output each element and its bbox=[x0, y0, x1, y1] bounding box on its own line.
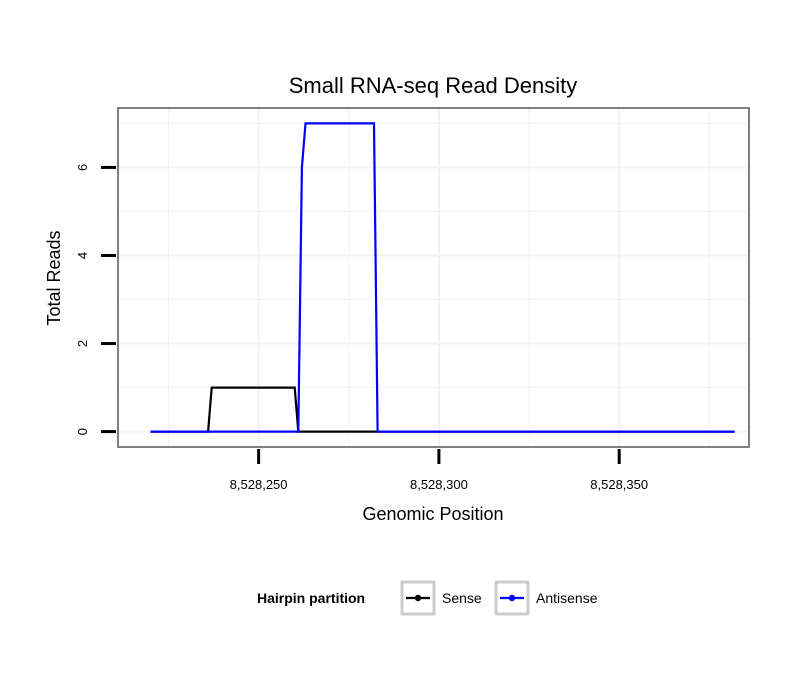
legend-label: Sense bbox=[442, 590, 482, 606]
y-axis-title: Total Reads bbox=[44, 230, 64, 325]
legend-key-point bbox=[508, 594, 516, 602]
chart-title: Small RNA-seq Read Density bbox=[289, 73, 578, 98]
x-axis-title: Genomic Position bbox=[362, 504, 503, 524]
series-line-antisense bbox=[150, 122, 735, 433]
legend-entry-antisense: Antisense bbox=[494, 580, 598, 616]
x-axis: 8,528,250 8,528,300 8,528,350 bbox=[230, 449, 648, 492]
legend: Hairpin partition Sense Antisense bbox=[257, 580, 598, 616]
y-tick-label: 0 bbox=[75, 428, 90, 435]
y-tick-label: 2 bbox=[75, 340, 90, 347]
legend-label: Antisense bbox=[536, 590, 598, 606]
plot-background bbox=[118, 108, 749, 447]
x-tick-label: 8,528,300 bbox=[410, 477, 468, 492]
series-layer bbox=[150, 122, 735, 433]
plot-border bbox=[117, 107, 750, 448]
legend-entry-sense: Sense bbox=[400, 580, 482, 616]
legend-title: Hairpin partition bbox=[257, 590, 365, 606]
x-tick-label: 8,528,350 bbox=[590, 477, 648, 492]
y-tick-label: 6 bbox=[75, 164, 90, 171]
legend-entries: Sense Antisense bbox=[400, 580, 598, 616]
y-axis: 0 2 4 6 bbox=[75, 164, 116, 435]
x-tick-label: 8,528,250 bbox=[230, 477, 288, 492]
legend-key-point bbox=[414, 594, 422, 602]
grid-lines bbox=[118, 108, 749, 447]
y-tick-label: 4 bbox=[75, 252, 90, 259]
